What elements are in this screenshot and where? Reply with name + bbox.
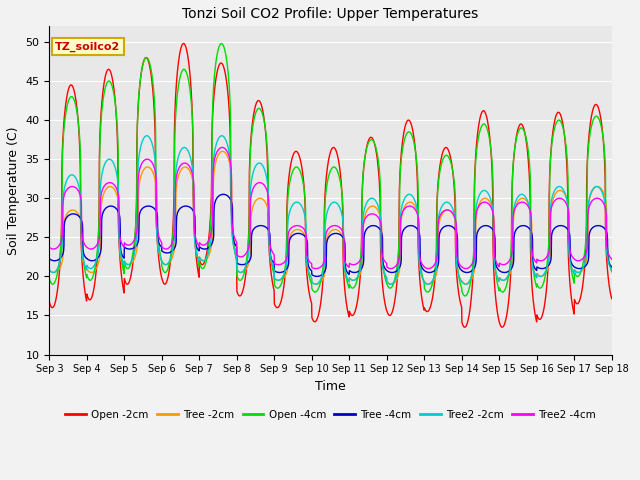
Tree -4cm: [313, 274, 321, 279]
Open -4cm: [218, 41, 225, 47]
Open -4cm: [360, 169, 367, 175]
Tree -2cm: [495, 276, 502, 282]
Tree2 -2cm: [559, 186, 566, 192]
Line: Tree -4cm: Tree -4cm: [49, 194, 612, 276]
Tree -4cm: [574, 265, 582, 271]
Open -4cm: [347, 284, 355, 290]
X-axis label: Time: Time: [315, 380, 346, 393]
Tree -2cm: [45, 267, 53, 273]
Tree -2cm: [219, 148, 227, 154]
Open -2cm: [45, 299, 53, 305]
Tree2 -2cm: [218, 133, 226, 139]
Tree2 -2cm: [495, 277, 502, 283]
Tree2 -4cm: [347, 261, 355, 267]
Tree2 -2cm: [574, 270, 582, 276]
Tree2 -4cm: [608, 256, 616, 262]
Tree2 -4cm: [495, 263, 502, 269]
Tree -2cm: [348, 276, 355, 282]
Tree2 -4cm: [574, 258, 582, 264]
Open -2cm: [559, 119, 566, 125]
Open -4cm: [461, 293, 469, 299]
Open -2cm: [203, 252, 211, 258]
Tree -4cm: [45, 256, 53, 262]
Open -4cm: [574, 274, 582, 279]
Line: Open -2cm: Open -2cm: [49, 44, 612, 327]
Tree2 -2cm: [45, 267, 53, 273]
Open -2cm: [608, 296, 616, 301]
Tree2 -4cm: [559, 196, 566, 202]
Tree2 -2cm: [348, 277, 355, 283]
Tree -4cm: [495, 267, 502, 273]
Open -4cm: [202, 259, 210, 264]
Open -4cm: [45, 276, 53, 282]
Open -2cm: [574, 300, 582, 306]
Open -4cm: [495, 285, 502, 291]
Line: Tree -2cm: Tree -2cm: [49, 151, 612, 284]
Y-axis label: Soil Temperature (C): Soil Temperature (C): [7, 126, 20, 255]
Tree -4cm: [348, 269, 355, 275]
Tree -2cm: [202, 257, 210, 263]
Open -2cm: [495, 315, 502, 321]
Open -4cm: [559, 123, 566, 129]
Legend: Open -2cm, Tree -2cm, Open -4cm, Tree -4cm, Tree2 -2cm, Tree2 -4cm: Open -2cm, Tree -2cm, Open -4cm, Tree -4…: [61, 406, 600, 424]
Tree -2cm: [574, 270, 582, 276]
Line: Tree2 -4cm: Tree2 -4cm: [49, 147, 612, 269]
Open -2cm: [347, 312, 355, 318]
Tree2 -4cm: [45, 244, 53, 250]
Line: Tree2 -2cm: Tree2 -2cm: [49, 136, 612, 284]
Tree -4cm: [360, 260, 367, 266]
Line: Open -4cm: Open -4cm: [49, 44, 612, 296]
Tree -4cm: [220, 192, 227, 197]
Tree2 -2cm: [202, 255, 210, 261]
Tree -4cm: [559, 223, 566, 228]
Tree2 -4cm: [202, 241, 210, 247]
Tree2 -2cm: [360, 211, 367, 217]
Tree -2cm: [312, 281, 320, 287]
Open -4cm: [608, 269, 616, 275]
Tree -2cm: [608, 266, 616, 272]
Tree2 -4cm: [360, 222, 367, 228]
Open -2cm: [180, 41, 188, 47]
Tree2 -2cm: [608, 267, 616, 273]
Tree2 -4cm: [462, 266, 470, 272]
Tree -2cm: [559, 189, 566, 194]
Tree2 -2cm: [312, 281, 319, 287]
Title: Tonzi Soil CO2 Profile: Upper Temperatures: Tonzi Soil CO2 Profile: Upper Temperatur…: [182, 7, 479, 21]
Tree2 -4cm: [218, 144, 226, 150]
Tree -2cm: [360, 222, 367, 228]
Tree -4cm: [608, 264, 616, 270]
Open -2cm: [461, 324, 468, 330]
Text: TZ_soilco2: TZ_soilco2: [55, 41, 120, 51]
Open -2cm: [360, 171, 367, 177]
Tree -4cm: [202, 246, 210, 252]
